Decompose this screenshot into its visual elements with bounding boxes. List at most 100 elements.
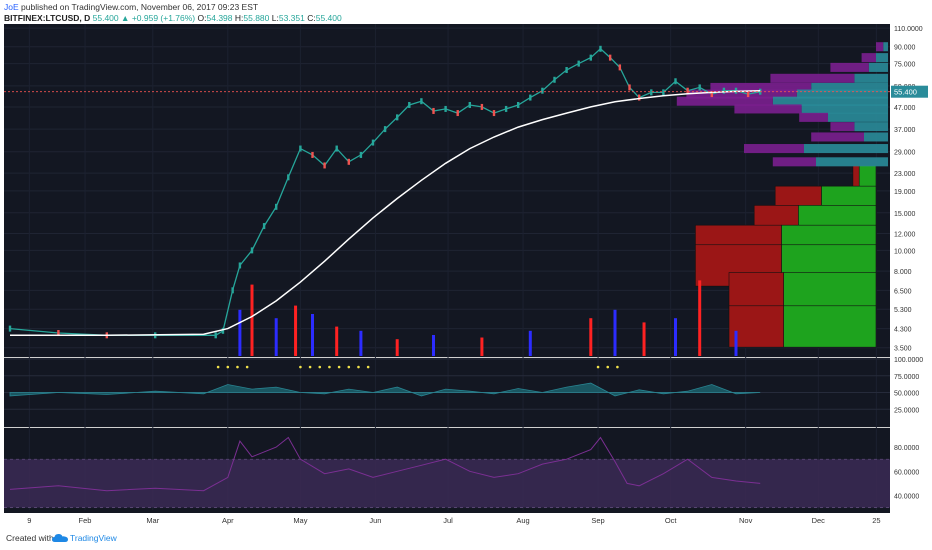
footer: Created with TradingView — [0, 527, 932, 550]
volume-bar — [359, 330, 363, 356]
author-link[interactable]: JoE — [4, 2, 19, 12]
osc-tick-label: 25.0000 — [894, 407, 919, 414]
candle — [686, 87, 689, 94]
time-tick-label: Mar — [146, 516, 159, 525]
time-tick-label: Jun — [369, 516, 381, 525]
volume-bar — [480, 337, 484, 356]
profile-bar-teal — [854, 122, 888, 132]
candle — [480, 103, 484, 110]
volume-bar — [642, 322, 646, 356]
price-tick-label: 10.000 — [894, 248, 916, 255]
volume-bar — [589, 318, 593, 356]
candle — [262, 223, 266, 230]
candle — [618, 64, 622, 71]
created-with-text: Created with — [6, 533, 54, 543]
profile-bar-teal — [883, 42, 888, 52]
candle — [599, 45, 602, 52]
candle — [231, 287, 234, 294]
volume-bar — [274, 318, 278, 356]
price-tick-label: 23.000 — [894, 171, 916, 178]
oscillator-marker — [226, 365, 230, 369]
candle — [214, 332, 217, 339]
time-tick-label: Aug — [516, 516, 529, 525]
price-tick-label: 29.000 — [894, 150, 916, 157]
profile-bar-purple — [710, 82, 812, 92]
last-price-label: 55.400 — [894, 88, 917, 97]
profile-bar-teal — [828, 112, 888, 122]
candle — [311, 151, 314, 158]
volume-bar — [335, 326, 339, 356]
open-value: 54.398 — [206, 13, 233, 23]
profile-bar-teal — [804, 144, 888, 154]
candle — [746, 91, 750, 98]
candle — [468, 101, 471, 108]
profile-bar-purple — [734, 104, 802, 114]
profile-bar-purple — [744, 144, 804, 154]
low-value: 53.351 — [278, 13, 305, 23]
profile-bar-purple — [811, 132, 864, 142]
candle — [371, 139, 375, 146]
chart-header: JoE published on TradingView.com, Novemb… — [0, 0, 932, 24]
candle — [674, 78, 677, 85]
candle — [565, 67, 568, 74]
rsi-band — [4, 459, 890, 508]
tradingview-cloud-icon[interactable] — [52, 533, 68, 543]
osc-tick-label: 100.0000 — [894, 357, 923, 364]
candle — [608, 54, 612, 61]
profile-bar-up — [783, 305, 877, 348]
time-tick-label: 9 — [27, 516, 31, 525]
time-tick-label: Feb — [79, 516, 92, 525]
volume-bar — [311, 314, 314, 356]
candle — [444, 105, 447, 112]
candle — [710, 91, 713, 98]
candle — [553, 76, 556, 83]
candle — [722, 87, 726, 94]
volume-bar — [395, 339, 399, 356]
chart-area[interactable]: 110.000090.00075.00059.00047.00037.00029… — [4, 24, 928, 527]
rsi-tick-label: 40.0000 — [894, 493, 919, 500]
rsi-line — [9, 436, 761, 492]
profile-bar-purple — [799, 112, 828, 122]
time-tick-label: Nov — [739, 516, 753, 525]
candle — [299, 145, 302, 152]
symbol-name[interactable]: BITFINEX:LTCUSD, D — [4, 13, 91, 23]
change-arrow-icon: ▲ — [121, 13, 130, 23]
oscillator-marker — [236, 365, 239, 369]
profile-bar-purple — [830, 62, 869, 72]
profile-bar-teal — [796, 89, 888, 99]
candle — [383, 126, 387, 133]
last-price: 55.400 — [92, 13, 119, 23]
volume-bar — [613, 309, 617, 356]
moving-average-line — [10, 89, 761, 337]
open-label: O: — [197, 13, 207, 23]
profile-bar-purple — [676, 96, 773, 106]
candle — [408, 101, 411, 108]
price-tick-label: 12.000 — [894, 231, 916, 238]
profile-bar-purple — [830, 122, 855, 132]
volume-bar — [432, 335, 435, 356]
oscillator-marker — [328, 365, 331, 369]
profile-bar-teal — [868, 62, 888, 72]
tradingview-brand[interactable]: TradingView — [70, 533, 117, 543]
oscillator-marker — [366, 365, 370, 369]
candle — [456, 110, 459, 117]
price-tick-label: 6.500 — [894, 288, 912, 295]
profile-bar-purple — [772, 157, 816, 167]
volume-bar — [734, 330, 738, 356]
time-tick-label: Sep — [591, 516, 604, 525]
volume-bar — [238, 309, 242, 356]
price-tick-label: 75.000 — [894, 62, 916, 69]
oscillator-marker — [318, 365, 322, 369]
rsi-tick-label: 80.0000 — [894, 445, 919, 452]
volume-bar — [674, 318, 677, 356]
profile-bar-down — [728, 305, 784, 348]
time-tick-label: Apr — [222, 516, 234, 525]
price-tick-label: 90.000 — [894, 45, 916, 52]
candle — [323, 162, 326, 169]
candle — [650, 89, 653, 96]
profile-bar-teal — [876, 53, 888, 63]
candle — [347, 158, 350, 165]
volume-bar — [250, 284, 254, 356]
oscillator-marker — [308, 365, 312, 369]
time-tick-label: Dec — [812, 516, 826, 525]
